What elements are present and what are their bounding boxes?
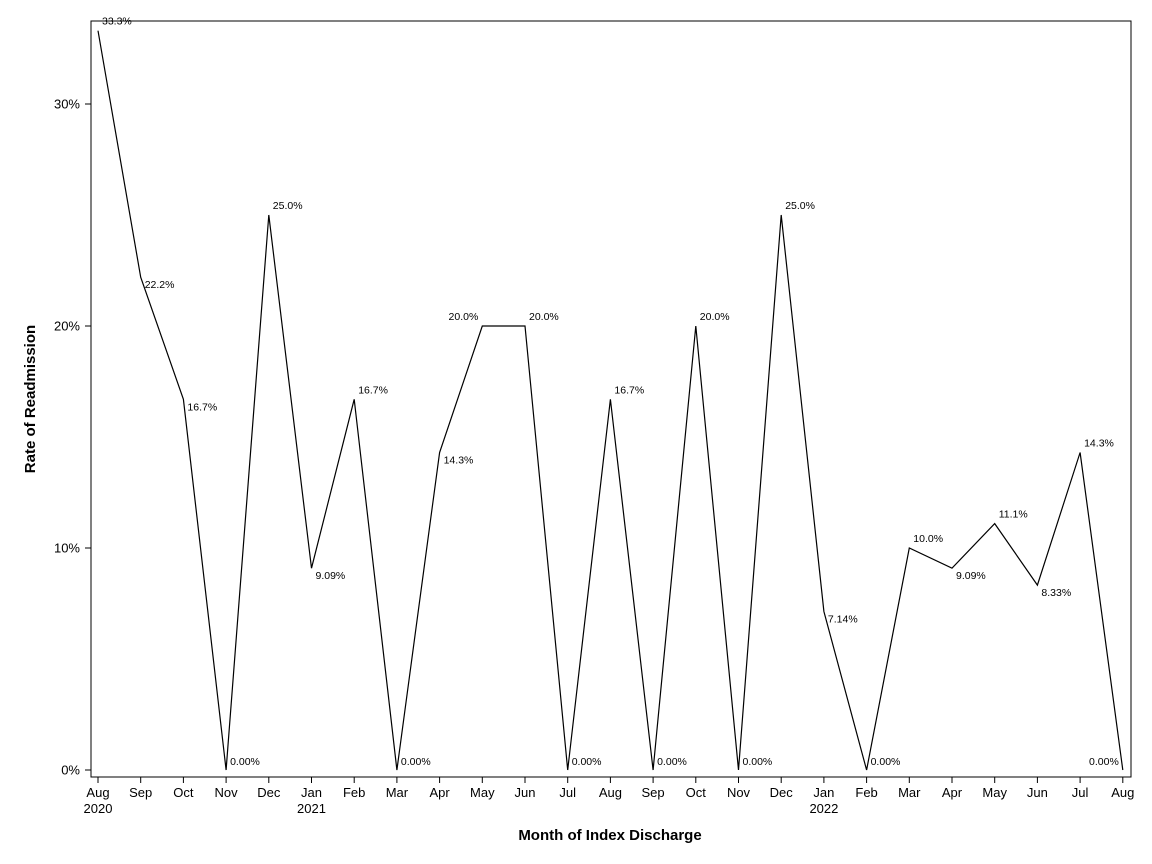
x-tick-label: Jan [301,785,322,800]
data-label: 20.0% [449,311,479,323]
y-tick-label: 20% [54,319,80,334]
x-tick-label: Mar [898,785,921,800]
data-label: 16.7% [614,384,644,396]
x-axis-title: Month of Index Discharge [518,827,701,844]
x-tick-label: Apr [942,785,963,800]
y-tick-label: 10% [54,541,80,556]
data-label: 9.09% [956,570,986,582]
x-tick-label: Jul [559,785,576,800]
x-tick-label: Dec [770,785,794,800]
plot-frame [90,20,1132,778]
y-axis: 0% 10% 20% 30% [54,97,91,778]
data-label: 0.00% [572,756,602,768]
data-label: 0.00% [1089,756,1119,768]
x-tick-year-label: 2022 [809,801,838,816]
x-tick-label: Jun [1027,785,1048,800]
x-tick-label: Mar [386,785,409,800]
data-label: 0.00% [743,756,773,768]
data-label: 20.0% [529,311,559,323]
data-label: 11.1% [999,509,1028,521]
data-labels: 33.3% 22.2% 16.7% 0.00% 25.0% 9.09% 16.7% 0.00%… [102,16,1119,768]
data-label: 25.0% [273,200,303,212]
data-label: 25.0% [785,200,815,212]
x-tick-label: Sep [129,785,152,800]
data-label: 7.14% [828,613,858,625]
data-label: 16.7% [187,401,217,413]
x-tick-year-label: 2021 [297,801,326,816]
data-label: 22.2% [145,279,175,291]
x-tick-label: Apr [429,785,450,800]
data-label: 0.00% [871,756,901,768]
x-tick-label: Aug [599,785,622,800]
y-tick-label: 30% [54,97,80,112]
data-label: 14.3% [444,455,474,467]
data-label: 0.00% [401,756,431,768]
y-tick-label: 0% [61,763,80,778]
x-tick-label: Sep [642,785,665,800]
x-tick-label: Jul [1072,785,1089,800]
x-tick-label: Oct [686,785,707,800]
x-tick-label: Aug [86,785,109,800]
x-tick-year-label: 2020 [84,801,113,816]
data-label: 0.00% [230,756,260,768]
x-tick-label: Aug [1111,785,1134,800]
x-tick-label: Feb [855,785,877,800]
x-tick-label: Dec [257,785,281,800]
y-axis-title: Rate of Readmission [22,325,39,473]
data-label: 0.00% [657,756,687,768]
x-tick-label: Jan [813,785,834,800]
x-tick-label: Nov [727,785,751,800]
x-tick-label: Jun [515,785,536,800]
x-tick-label: May [470,785,495,800]
data-label: 16.7% [358,384,388,396]
x-tick-label: Nov [215,785,239,800]
data-label: 33.3% [102,16,132,28]
x-tick-label: Feb [343,785,365,800]
data-label: 20.0% [700,311,730,323]
x-tick-label: May [982,785,1007,800]
x-tick-label: Oct [173,785,194,800]
data-label: 9.09% [316,570,346,582]
data-label: 8.33% [1041,587,1071,599]
data-label: 14.3% [1084,438,1114,450]
series-line [97,30,1124,771]
data-label: 10.0% [913,533,943,545]
